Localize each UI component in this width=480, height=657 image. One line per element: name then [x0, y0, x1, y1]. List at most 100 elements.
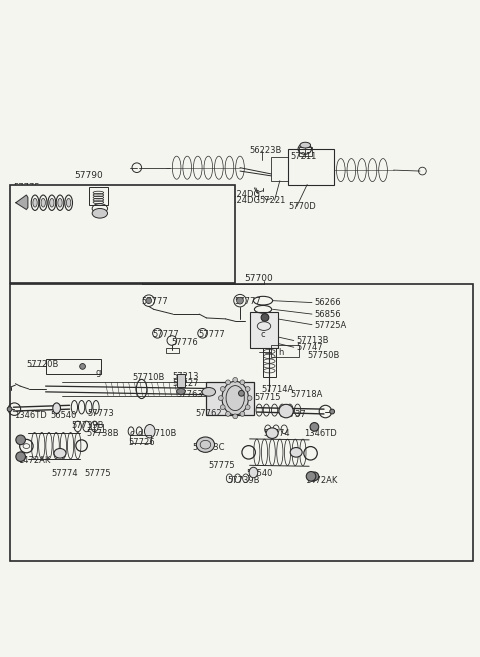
- Text: 57763: 57763: [177, 390, 204, 399]
- Text: 57726: 57726: [128, 438, 155, 447]
- Text: 1346TD: 1346TD: [14, 411, 47, 420]
- Circle shape: [310, 472, 319, 481]
- Text: 5770D: 5770D: [288, 202, 316, 211]
- Ellipse shape: [202, 388, 216, 396]
- Text: 57774: 57774: [263, 428, 289, 438]
- Text: 57739B: 57739B: [227, 476, 260, 485]
- Text: 1124DG: 1124DG: [227, 196, 261, 205]
- Text: 57775: 57775: [84, 469, 110, 478]
- Bar: [250, 311, 278, 348]
- Ellipse shape: [266, 428, 278, 438]
- Circle shape: [330, 409, 335, 414]
- Circle shape: [226, 411, 230, 417]
- Circle shape: [220, 405, 225, 409]
- Ellipse shape: [66, 198, 71, 207]
- Bar: [263, 348, 276, 376]
- Text: 1472AK: 1472AK: [18, 456, 50, 465]
- Text: 57776: 57776: [172, 338, 199, 348]
- Text: 56540: 56540: [50, 411, 77, 420]
- Text: a: a: [110, 187, 116, 196]
- Text: 57750B: 57750B: [307, 351, 339, 360]
- Circle shape: [247, 396, 252, 401]
- Text: h: h: [110, 193, 116, 202]
- Circle shape: [16, 435, 25, 445]
- Ellipse shape: [53, 403, 60, 413]
- Circle shape: [306, 472, 316, 481]
- Text: 57777: 57777: [198, 330, 225, 339]
- Text: 57221: 57221: [259, 196, 286, 205]
- Circle shape: [7, 407, 12, 411]
- Circle shape: [245, 386, 250, 392]
- Bar: [89, 187, 108, 205]
- Text: c: c: [261, 330, 265, 339]
- Circle shape: [220, 386, 225, 392]
- Bar: [288, 148, 334, 185]
- Ellipse shape: [58, 198, 62, 207]
- Text: 1472AK: 1472AK: [305, 476, 337, 485]
- Bar: [206, 382, 254, 415]
- Ellipse shape: [249, 467, 258, 478]
- Circle shape: [310, 422, 319, 431]
- Ellipse shape: [92, 208, 108, 218]
- Text: c: c: [33, 214, 37, 223]
- Text: 57775: 57775: [13, 183, 40, 193]
- Bar: [271, 346, 299, 357]
- Text: d: d: [41, 219, 46, 229]
- Ellipse shape: [41, 198, 45, 207]
- Text: 57715: 57715: [254, 393, 281, 402]
- Text: 57777: 57777: [234, 297, 261, 306]
- Text: 57790: 57790: [74, 171, 103, 181]
- Text: 57737: 57737: [279, 411, 306, 419]
- Ellipse shape: [222, 381, 249, 415]
- Circle shape: [226, 380, 230, 385]
- Ellipse shape: [300, 143, 311, 148]
- Text: 57713C: 57713C: [192, 443, 225, 451]
- Text: b: b: [234, 390, 239, 399]
- Text: 57739B: 57739B: [71, 215, 104, 223]
- Bar: [46, 359, 101, 374]
- Circle shape: [233, 414, 238, 419]
- Bar: [10, 284, 473, 561]
- Text: 57700: 57700: [244, 273, 273, 283]
- Bar: [130, 435, 151, 443]
- Circle shape: [237, 298, 243, 304]
- Circle shape: [80, 363, 85, 369]
- Text: h: h: [278, 348, 283, 357]
- Bar: [299, 147, 312, 156]
- Circle shape: [218, 396, 223, 401]
- Text: 57777: 57777: [67, 188, 94, 196]
- Text: g: g: [95, 368, 100, 377]
- Circle shape: [233, 378, 238, 382]
- Text: 57747: 57747: [296, 343, 323, 351]
- Text: 57739B: 57739B: [13, 206, 46, 215]
- Text: 57710B: 57710B: [132, 373, 164, 382]
- Bar: [10, 185, 235, 283]
- Text: 57739B: 57739B: [71, 421, 104, 430]
- Text: 1346TD: 1346TD: [304, 428, 336, 438]
- Text: 57738B: 57738B: [86, 428, 119, 438]
- Bar: [177, 374, 185, 387]
- Text: 57713B: 57713B: [296, 336, 329, 345]
- Text: 57725A: 57725A: [314, 321, 347, 330]
- Text: 57714A: 57714A: [262, 385, 294, 394]
- Ellipse shape: [177, 388, 185, 394]
- Text: d: d: [138, 428, 143, 438]
- Text: 57718A: 57718A: [290, 390, 323, 399]
- Bar: [94, 424, 103, 432]
- Ellipse shape: [196, 437, 215, 452]
- Circle shape: [245, 405, 250, 409]
- Text: 57773: 57773: [36, 188, 63, 196]
- Text: 57774: 57774: [52, 469, 78, 478]
- Ellipse shape: [50, 198, 54, 207]
- Ellipse shape: [54, 449, 66, 458]
- Text: 56540: 56540: [246, 469, 273, 478]
- Text: g: g: [65, 219, 70, 229]
- Text: 56223B: 56223B: [250, 147, 282, 156]
- Text: 56856: 56856: [314, 309, 341, 319]
- Text: 57213: 57213: [173, 372, 199, 381]
- Text: 56227: 56227: [173, 379, 199, 388]
- Ellipse shape: [144, 424, 155, 438]
- Bar: [166, 348, 179, 353]
- Text: 57773: 57773: [88, 409, 115, 419]
- Text: 57775: 57775: [209, 461, 235, 470]
